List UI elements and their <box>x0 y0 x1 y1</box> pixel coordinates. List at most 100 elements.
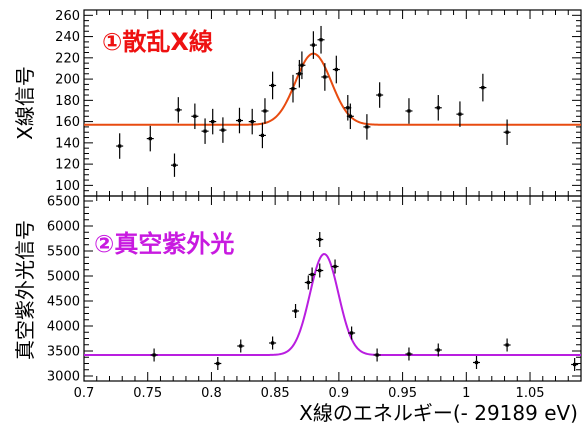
vuv-point-marker <box>333 264 337 269</box>
vuv-point-marker <box>216 361 220 366</box>
vuv-y-tick-label: 3000 <box>47 370 80 385</box>
scattered-xray-data-point <box>248 108 256 135</box>
vuv-fit-line <box>84 253 581 356</box>
vuv-data-point <box>150 348 158 362</box>
scattered-xray-data-point <box>434 95 442 121</box>
scattered-xray-fit-line <box>84 52 581 126</box>
scattered-xray-data-point <box>321 63 329 91</box>
vuv-point-marker <box>573 362 577 367</box>
scattered-xray-data-point <box>309 31 317 59</box>
scattered-xray-data-point <box>346 103 354 130</box>
scattered-xray-point-marker <box>172 163 177 167</box>
scattered-xray-point-marker <box>291 87 295 91</box>
vuv-y-tick-label: 6500 <box>47 195 80 210</box>
scattered-xray-point-marker <box>436 106 440 110</box>
scattered-xray-point-marker <box>263 109 267 113</box>
vuv-y-tick-label: 4500 <box>47 295 80 310</box>
vuv-data-point <box>348 326 356 340</box>
scattered-xray-point-marker <box>311 43 315 47</box>
vuv-y-tick-label: 5500 <box>47 245 80 260</box>
vuv-data-point <box>503 338 511 352</box>
scattered-xray-point-marker <box>237 118 242 123</box>
scattered-xray-point-marker <box>378 93 382 97</box>
scattered-xray-panel: 100 120 140 160 180 200 220 240 260 ①散乱X線 X線信号 <box>13 9 582 197</box>
scattered-xray-data-point <box>201 118 209 144</box>
scattered-xray-data-point <box>219 117 227 143</box>
vuv-point-marker <box>407 352 411 356</box>
scattered-xray-data-point <box>405 98 413 124</box>
scattered-xray-data-point <box>503 119 511 145</box>
vuv-y-tick-label: 5000 <box>47 270 80 285</box>
vuv-data-point <box>571 358 579 371</box>
vuv-point-marker <box>505 343 509 347</box>
x-tick-label: 1 <box>462 386 470 401</box>
scattered-xray-data-point <box>174 97 182 123</box>
scattered-xray-y-tick-label: 120 <box>55 158 80 173</box>
scattered-xray-axis-ticks: 100 120 140 160 180 200 220 240 260 <box>55 9 582 197</box>
vuv-data-points <box>150 232 579 371</box>
vuv-data-point <box>316 232 324 247</box>
vuv-point-marker <box>293 309 298 313</box>
vuv-y-tick-label: 3500 <box>47 345 80 360</box>
scattered-xray-data-point <box>363 114 371 140</box>
vuv-point-marker <box>436 348 440 352</box>
scattered-xray-point-marker <box>176 108 180 112</box>
scattered-xray-fit-curve <box>84 52 581 126</box>
vuv-data-point <box>269 336 277 350</box>
scattered-xray-point-marker <box>458 112 462 116</box>
vuv-data-point <box>316 263 324 278</box>
vuv-point-marker <box>310 272 314 277</box>
scattered-xray-point-marker <box>297 72 301 76</box>
vuv-data-point <box>308 267 316 282</box>
vuv-point-marker <box>271 341 275 345</box>
scattered-xray-point-marker <box>348 114 352 118</box>
vuv-y-tick-label: 6000 <box>47 220 80 235</box>
scattered-xray-title: ①散乱X線 <box>102 28 213 56</box>
scattered-xray-point-marker <box>505 130 509 134</box>
vuv-y-tick-label: 4000 <box>47 320 80 335</box>
scattered-xray-data-point <box>146 125 154 152</box>
vuv-axis-ticks: 3000 3500 4000 4500 5000 5500 6000 6500 0.7 0.75 0… <box>47 195 582 401</box>
scattered-xray-data-point <box>209 108 217 135</box>
vuv-data-point <box>237 339 245 353</box>
scattered-xray-data-point <box>289 74 297 103</box>
vuv-point-marker <box>474 360 479 365</box>
vuv-panel: 3000 3500 4000 4500 5000 5500 6000 6500 0.7 0.75 0… <box>13 195 582 401</box>
scattered-xray-y-tick-label: 180 <box>55 94 80 109</box>
scattered-xray-y-tick-label: 160 <box>55 115 80 130</box>
x-tick-label: 0.95 <box>388 386 417 401</box>
x-tick-label: 0.9 <box>329 386 350 401</box>
scattered-xray-data-point <box>170 153 178 177</box>
scattered-xray-point-marker <box>346 106 350 110</box>
scattered-xray-data-point <box>376 82 384 108</box>
vuv-data-point <box>331 259 339 274</box>
x-tick-label: 0.75 <box>133 386 162 401</box>
vuv-fit-curve <box>84 253 581 356</box>
vuv-data-point <box>304 275 312 290</box>
vuv-point-marker <box>306 280 310 285</box>
vuv-data-point <box>373 348 381 362</box>
x-tick-label: 1.05 <box>516 386 545 401</box>
scattered-xray-point-marker <box>271 83 275 88</box>
scattered-xray-point-marker <box>300 63 304 67</box>
scattered-xray-data-point <box>235 107 243 134</box>
scattered-xray-data-point <box>258 122 266 149</box>
vuv-data-point <box>473 356 481 369</box>
vuv-data-point <box>214 357 222 370</box>
x-tick-label: 0.85 <box>261 386 290 401</box>
scattered-xray-data-point <box>456 101 464 127</box>
scattered-xray-point-marker <box>260 133 265 138</box>
x-tick-label: 0.7 <box>74 386 95 401</box>
scattered-xray-point-marker <box>365 125 369 129</box>
scattered-xray-data-point <box>116 133 124 159</box>
scattered-xray-point-marker <box>203 129 207 133</box>
x-axis-label: X線のエネルギー(- 29189 eV) <box>299 401 578 425</box>
scattered-xray-data-point <box>261 98 269 124</box>
vuv-point-marker <box>375 353 379 357</box>
vuv-data-point <box>434 343 442 357</box>
scattered-xray-data-point <box>298 51 306 80</box>
scattered-xray-y-tick-label: 200 <box>55 73 80 88</box>
vuv-data-point <box>405 347 413 361</box>
scattered-xray-point-marker <box>211 120 215 124</box>
